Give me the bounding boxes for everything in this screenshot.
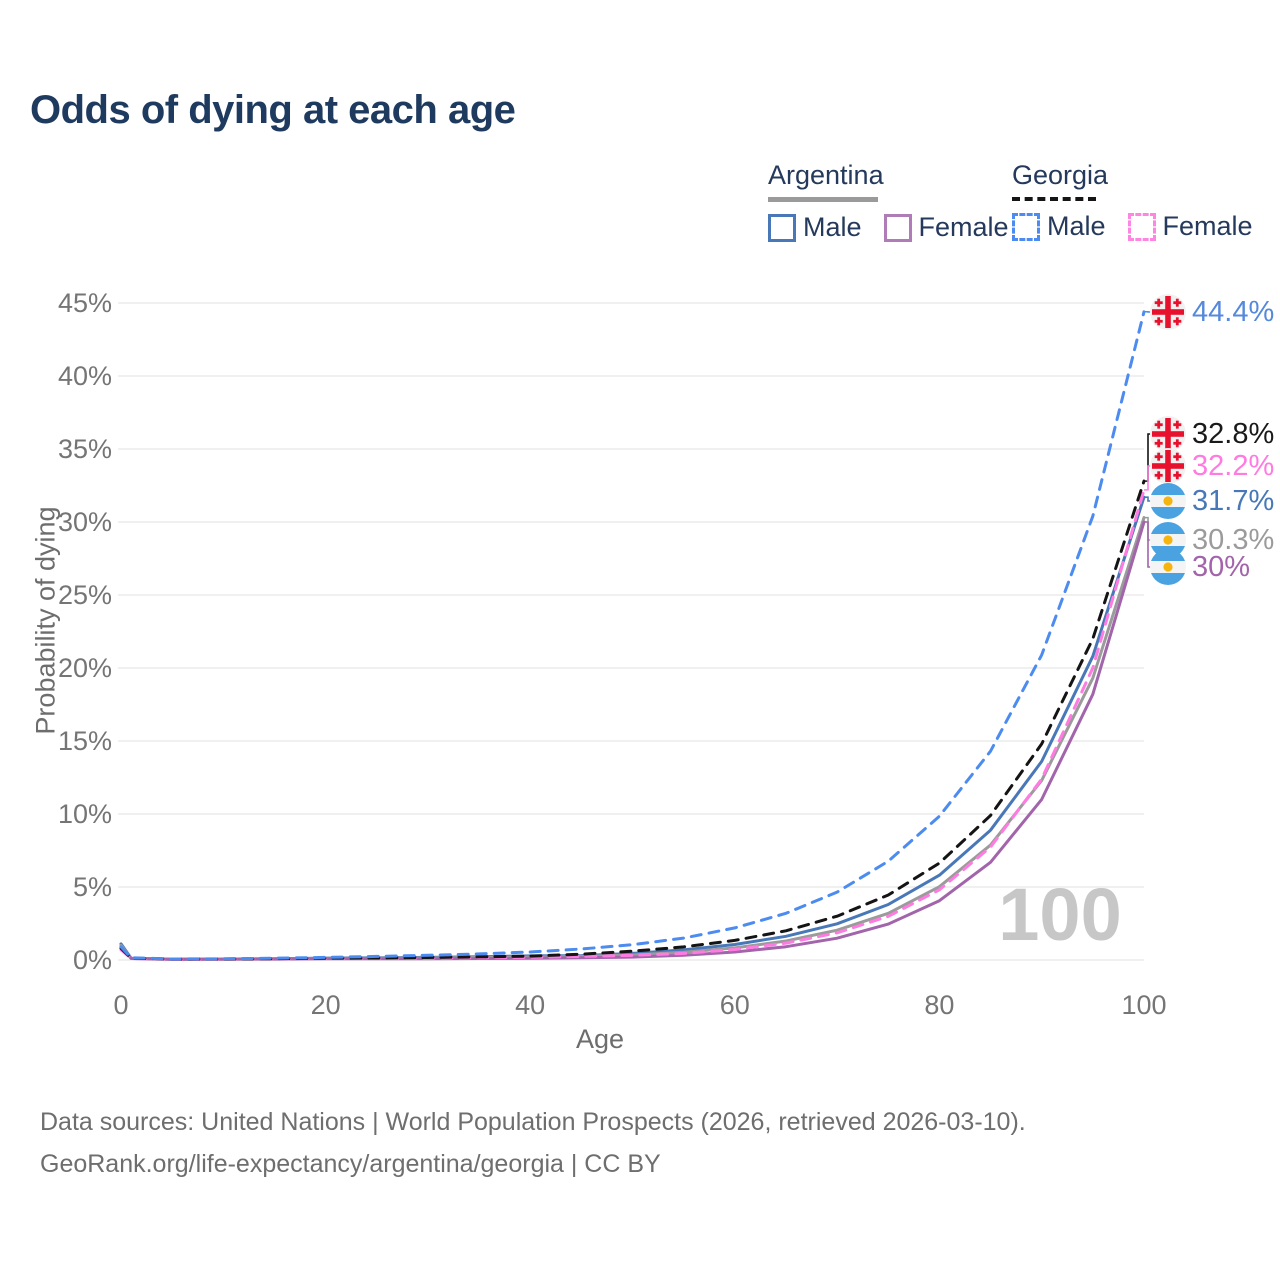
legend-label-georgia-female: Female bbox=[1162, 211, 1253, 241]
georgia-flag-icon bbox=[1150, 448, 1186, 484]
end-label-value: 44.4% bbox=[1192, 295, 1275, 328]
y-tick-label-25: 25% bbox=[57, 580, 112, 610]
attribution-link-text[interactable]: GeoRank.org/life-expectancy/argentina/ge… bbox=[40, 1150, 661, 1178]
legend-label-georgia-male: Male bbox=[1047, 211, 1106, 241]
x-axis-title: Age bbox=[575, 1024, 625, 1054]
georgia-female-checkbox[interactable] bbox=[1127, 212, 1156, 241]
legend-country-georgia[interactable]: Georgia bbox=[1012, 160, 1109, 190]
end-label-georgia-female: 32.2% bbox=[1150, 448, 1274, 484]
legend-item-georgia-female[interactable]: Female bbox=[1127, 211, 1253, 242]
x-tick-label-40: 40 bbox=[515, 990, 546, 1020]
end-label-georgia-both: 32.8% bbox=[1150, 416, 1274, 452]
end-label-argentina-female: 30% bbox=[1150, 549, 1250, 585]
y-tick-label-0: 0% bbox=[72, 945, 112, 975]
legend-group-argentina: Argentina Male Female bbox=[768, 160, 1009, 243]
x-tick-label-60: 60 bbox=[719, 990, 750, 1020]
data-sources-text: Data sources: United Nations | World Pop… bbox=[40, 1108, 1026, 1136]
argentina-female-checkbox[interactable] bbox=[883, 213, 912, 242]
legend-label-argentina-female: Female bbox=[918, 212, 1009, 242]
legend-group-georgia: Georgia Male Female bbox=[1012, 160, 1253, 242]
legend-underline-argentina bbox=[768, 197, 878, 202]
y-tick-label-30: 30% bbox=[57, 507, 112, 537]
end-label-value: 32.2% bbox=[1192, 449, 1275, 482]
legend-row-argentina: Male Female bbox=[768, 212, 1009, 243]
end-label-value: 30% bbox=[1192, 550, 1251, 583]
georgia-flag-icon bbox=[1150, 294, 1186, 330]
x-tick-label-0: 0 bbox=[113, 990, 129, 1020]
hovered-age-watermark: 100 bbox=[998, 873, 1122, 956]
page-title: Odds of dying at each age bbox=[30, 88, 516, 132]
legend-item-argentina-female[interactable]: Female bbox=[883, 212, 1009, 243]
y-tick-label-10: 10% bbox=[57, 799, 112, 829]
end-label-value: 31.7% bbox=[1192, 484, 1275, 517]
end-label-argentina-male: 31.7% bbox=[1150, 483, 1274, 519]
legend-country-argentina[interactable]: Argentina bbox=[768, 160, 884, 190]
legend-item-georgia-male[interactable]: Male bbox=[1012, 211, 1106, 242]
end-label-georgia-male: 44.4% bbox=[1150, 294, 1274, 330]
x-tick-label-80: 80 bbox=[924, 990, 955, 1020]
end-label-value: 30.3% bbox=[1192, 523, 1275, 556]
y-tick-label-20: 20% bbox=[57, 653, 112, 683]
argentina-male-checkbox[interactable] bbox=[768, 213, 796, 242]
legend-underline-georgia bbox=[1012, 197, 1096, 201]
x-tick-label-20: 20 bbox=[310, 990, 341, 1020]
y-tick-label-35: 35% bbox=[57, 434, 112, 464]
legend-label-argentina-male: Male bbox=[803, 212, 862, 242]
georgia-male-line[interactable] bbox=[119, 310, 1146, 961]
x-tick-label-100: 100 bbox=[1121, 990, 1167, 1020]
y-tick-label-45: 45% bbox=[57, 288, 112, 318]
argentina-flag-icon bbox=[1150, 549, 1186, 585]
y-tick-label-40: 40% bbox=[57, 361, 112, 391]
georgia-male-checkbox[interactable] bbox=[1012, 212, 1040, 241]
argentina-flag-icon bbox=[1150, 483, 1186, 519]
legend-item-argentina-male[interactable]: Male bbox=[768, 212, 862, 243]
y-tick-label-5: 5% bbox=[72, 872, 112, 902]
end-label-value: 32.8% bbox=[1192, 417, 1275, 450]
georgia-flag-icon bbox=[1150, 416, 1186, 452]
y-tick-label-15: 15% bbox=[57, 726, 112, 756]
legend-row-georgia: Male Female bbox=[1012, 211, 1253, 242]
